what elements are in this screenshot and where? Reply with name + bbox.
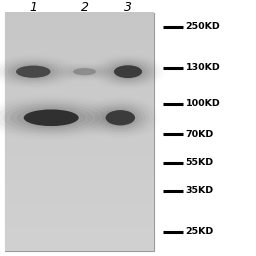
Ellipse shape bbox=[110, 64, 146, 80]
Text: 3: 3 bbox=[124, 1, 132, 14]
Text: 130KD: 130KD bbox=[186, 63, 220, 72]
Ellipse shape bbox=[24, 110, 79, 126]
Text: 100KD: 100KD bbox=[186, 99, 220, 108]
Text: 250KD: 250KD bbox=[186, 22, 220, 31]
Text: 25KD: 25KD bbox=[186, 227, 214, 236]
Ellipse shape bbox=[102, 108, 139, 127]
Text: 55KD: 55KD bbox=[186, 158, 214, 167]
Ellipse shape bbox=[105, 110, 135, 125]
FancyBboxPatch shape bbox=[5, 13, 154, 251]
Text: 1: 1 bbox=[29, 1, 37, 14]
Ellipse shape bbox=[10, 105, 92, 130]
Ellipse shape bbox=[73, 68, 96, 75]
Ellipse shape bbox=[107, 62, 149, 81]
Text: 2: 2 bbox=[80, 1, 89, 14]
Ellipse shape bbox=[114, 65, 142, 78]
Text: 35KD: 35KD bbox=[186, 186, 214, 195]
Ellipse shape bbox=[12, 64, 55, 79]
Ellipse shape bbox=[17, 107, 86, 128]
Ellipse shape bbox=[16, 66, 51, 78]
Text: 70KD: 70KD bbox=[186, 130, 214, 139]
